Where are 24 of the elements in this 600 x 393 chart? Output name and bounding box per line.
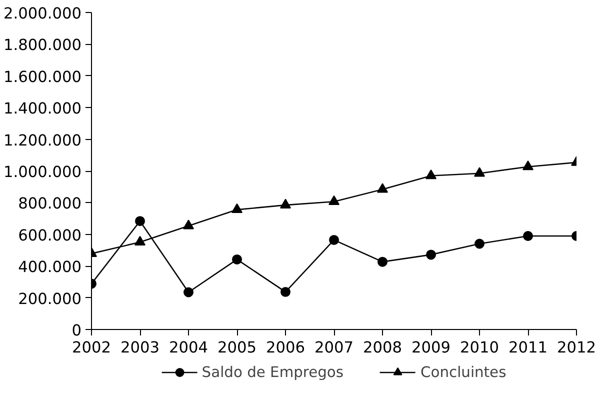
x-tick-label: 2007 xyxy=(314,338,354,356)
legend-label: Concluintes xyxy=(420,364,506,380)
x-tick-label: 2004 xyxy=(168,338,208,356)
y-tick-label: 400.000 xyxy=(18,258,82,276)
y-tick-label: 1.600.000 xyxy=(3,68,82,86)
y-tick-label: 200.000 xyxy=(18,290,82,308)
x-tick-label: 2011 xyxy=(508,338,548,356)
x-tick-label: 2005 xyxy=(217,338,257,356)
x-tick-label: 2008 xyxy=(362,338,402,356)
y-tick-label: 1.200.000 xyxy=(3,131,82,150)
y-tick-label: 800.000 xyxy=(18,194,82,213)
x-tick-label: 2012 xyxy=(556,338,596,356)
y-tick-label: 600.000 xyxy=(18,226,82,244)
y-tick-label: 2.000.000 xyxy=(3,4,82,22)
y-tick-label: 1.800.000 xyxy=(3,36,82,54)
y-tick-label: 0 xyxy=(72,322,82,340)
x-tick-label: 2003 xyxy=(120,338,160,356)
y-tick-label: 1.000.000 xyxy=(3,163,82,181)
x-tick-label: 2006 xyxy=(266,338,306,356)
y-tick-label: 1.400.000 xyxy=(3,100,82,118)
x-tick-label: 2010 xyxy=(460,338,500,356)
x-tick-label: 2002 xyxy=(72,338,112,356)
x-tick-label: 2009 xyxy=(411,338,451,356)
legend-label: Saldo de Empregos xyxy=(202,364,344,380)
